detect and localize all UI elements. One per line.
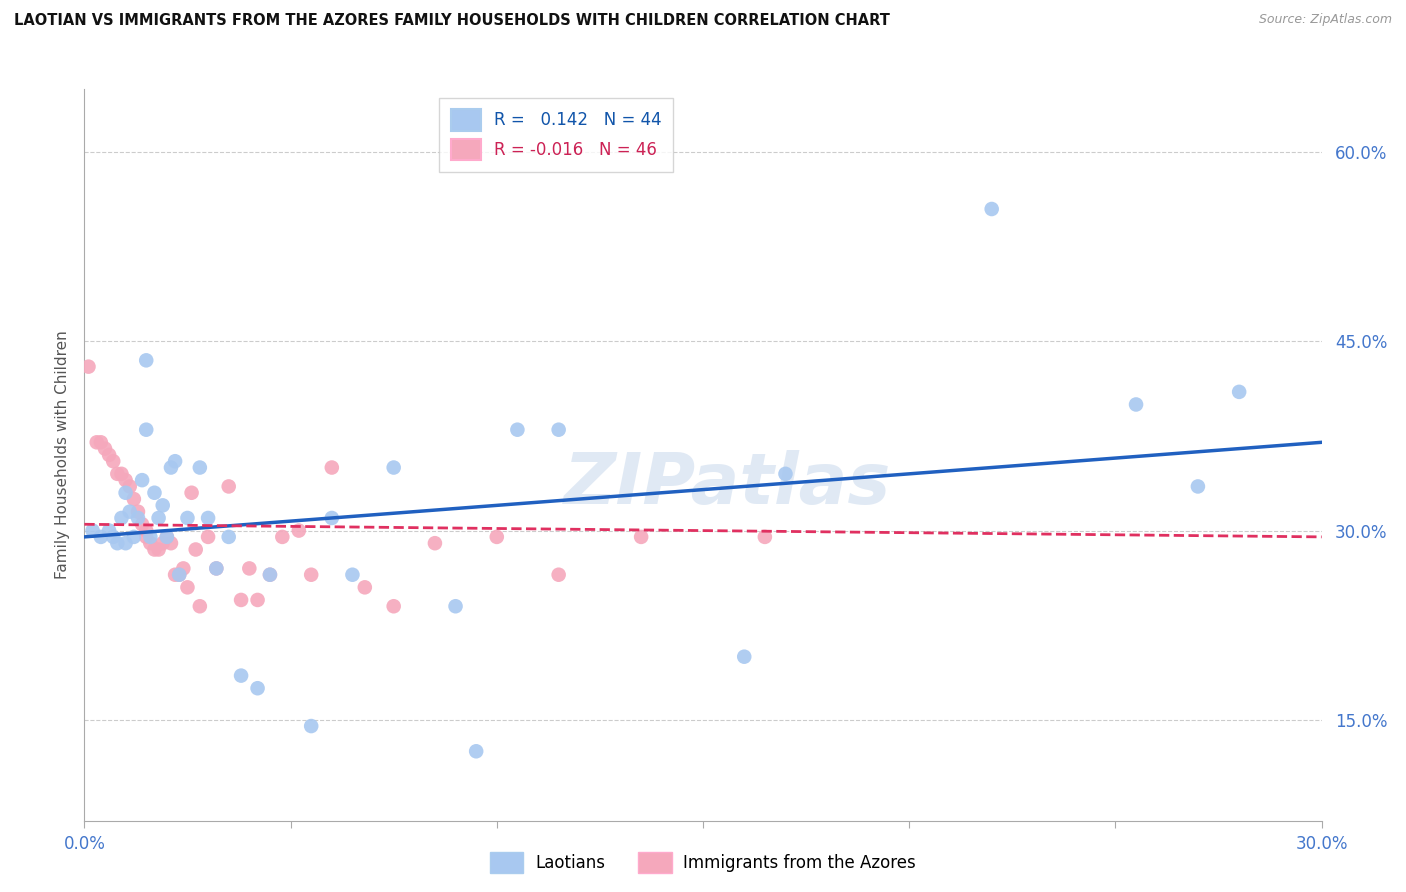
Point <box>733 649 755 664</box>
Point <box>197 530 219 544</box>
Point <box>114 473 136 487</box>
Point <box>246 681 269 696</box>
Point <box>321 511 343 525</box>
Point <box>1125 397 1147 411</box>
Point <box>444 599 467 614</box>
Point <box>156 530 179 544</box>
Point <box>1187 479 1209 493</box>
Point <box>188 599 211 614</box>
Point <box>229 668 252 682</box>
Point <box>148 511 170 525</box>
Point <box>114 485 136 500</box>
Point <box>321 460 343 475</box>
Point <box>299 719 322 733</box>
Point <box>259 567 281 582</box>
Y-axis label: Family Households with Children: Family Households with Children <box>55 331 70 579</box>
Point <box>77 359 100 374</box>
Point <box>122 530 145 544</box>
Point <box>980 202 1002 216</box>
Point <box>139 536 162 550</box>
Point <box>135 353 157 368</box>
Text: LAOTIAN VS IMMIGRANTS FROM THE AZORES FAMILY HOUSEHOLDS WITH CHILDREN CORRELATIO: LAOTIAN VS IMMIGRANTS FROM THE AZORES FA… <box>14 13 890 29</box>
Point <box>218 530 240 544</box>
Point <box>127 505 149 519</box>
Point <box>135 524 157 538</box>
Point <box>246 593 269 607</box>
Point <box>105 536 128 550</box>
Point <box>131 473 153 487</box>
Point <box>152 499 174 513</box>
Point <box>1227 384 1250 399</box>
Point <box>160 460 183 475</box>
Legend: Laotians, Immigrants from the Azores: Laotians, Immigrants from the Azores <box>484 846 922 880</box>
Point <box>465 744 488 758</box>
Point <box>630 530 652 544</box>
Point <box>110 467 132 481</box>
Point <box>90 530 112 544</box>
Point <box>135 423 157 437</box>
Point <box>197 511 219 525</box>
Point <box>143 542 166 557</box>
Point <box>98 448 121 462</box>
Point <box>167 567 190 582</box>
Point <box>382 460 405 475</box>
Point <box>271 530 294 544</box>
Point <box>143 485 166 500</box>
Point <box>180 485 202 500</box>
Point <box>167 567 190 582</box>
Point <box>188 460 211 475</box>
Point <box>127 511 149 525</box>
Point <box>485 530 508 544</box>
Point <box>506 423 529 437</box>
Point <box>218 479 240 493</box>
Point <box>131 517 153 532</box>
Point <box>176 580 198 594</box>
Point <box>299 567 322 582</box>
Point <box>82 524 104 538</box>
Point <box>423 536 446 550</box>
Point <box>547 567 569 582</box>
Point <box>229 593 252 607</box>
Point <box>205 561 228 575</box>
Point <box>139 530 162 544</box>
Point <box>152 536 174 550</box>
Legend: R =   0.142   N = 44, R = -0.016   N = 46: R = 0.142 N = 44, R = -0.016 N = 46 <box>439 97 673 172</box>
Point <box>172 561 194 575</box>
Point <box>86 435 108 450</box>
Point <box>103 530 125 544</box>
Point <box>110 511 132 525</box>
Point <box>94 442 117 456</box>
Point <box>103 454 125 468</box>
Point <box>382 599 405 614</box>
Point <box>353 580 375 594</box>
Point <box>114 536 136 550</box>
Text: Source: ZipAtlas.com: Source: ZipAtlas.com <box>1258 13 1392 27</box>
Point <box>135 530 157 544</box>
Point <box>156 530 179 544</box>
Point <box>342 567 364 582</box>
Point <box>775 467 797 481</box>
Point <box>98 524 121 538</box>
Point <box>176 511 198 525</box>
Point <box>259 567 281 582</box>
Point <box>238 561 260 575</box>
Point <box>547 423 569 437</box>
Point <box>160 536 183 550</box>
Point <box>165 454 187 468</box>
Point <box>754 530 776 544</box>
Point <box>148 542 170 557</box>
Point <box>118 479 141 493</box>
Text: ZIPatlas: ZIPatlas <box>564 450 891 518</box>
Point <box>105 467 128 481</box>
Point <box>205 561 228 575</box>
Point <box>122 491 145 506</box>
Point <box>118 505 141 519</box>
Point <box>165 567 187 582</box>
Point <box>184 542 207 557</box>
Point <box>288 524 311 538</box>
Point <box>90 435 112 450</box>
